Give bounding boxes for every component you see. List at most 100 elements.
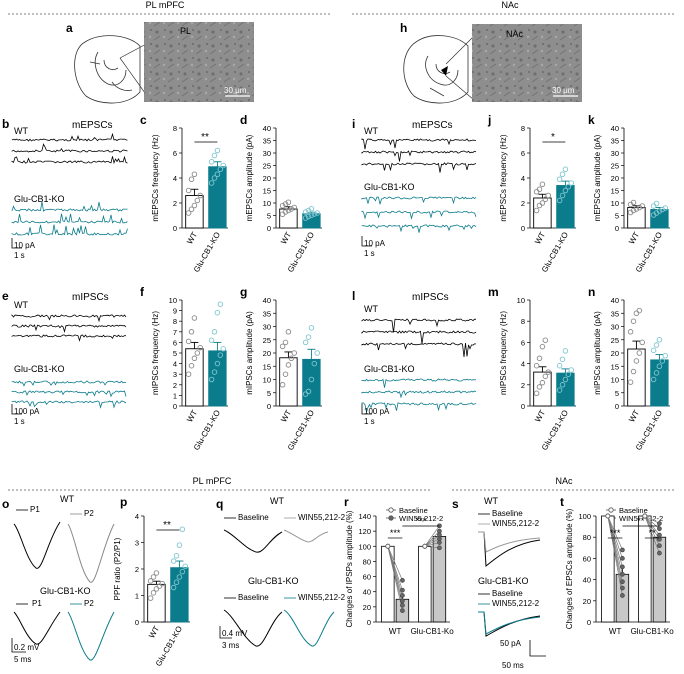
bar-g-1 <box>302 358 321 407</box>
y-tick-label-g-8: 40 <box>263 296 271 305</box>
point-p-1-7 <box>176 542 183 548</box>
point-n-1-2 <box>656 363 663 370</box>
y-tick-label-d-5: 25 <box>263 162 271 171</box>
pair-point-win-t-1-5 <box>657 521 662 526</box>
point-j-0-4 <box>545 192 551 199</box>
bar-r-0-0 <box>381 545 395 623</box>
point-g-0-1 <box>282 371 289 377</box>
point-n-1-6 <box>653 342 660 348</box>
o-trace-ko-p2 <box>67 611 115 661</box>
y-tick-label-r-5: 100 <box>358 542 371 551</box>
point-g-0-4 <box>291 350 297 356</box>
panel-letter-i: i <box>352 117 355 131</box>
point-f-0-1 <box>188 362 195 369</box>
y-tick-label-j-0: 0 <box>521 224 525 233</box>
point-d-0-7 <box>285 199 292 205</box>
point-p-1-8 <box>179 526 186 533</box>
pair-line-t-1-5 <box>644 515 660 524</box>
point-m-1-3 <box>565 371 572 377</box>
x-tick-label-t-0: WT <box>609 627 622 636</box>
y-axis-label-j: mEPSCs frequency (Hz) <box>499 134 508 221</box>
y-tick-label-r-6: 120 <box>358 527 371 536</box>
point-m-0-7 <box>539 343 546 350</box>
y-tick-label-g-3: 15 <box>263 362 271 371</box>
trace-title-e: mIPSCs <box>72 292 109 303</box>
trace-title-b: mEPSCs <box>72 120 113 131</box>
y-tick-label-k-6: 30 <box>611 149 619 158</box>
bar-t-1-1 <box>652 536 667 623</box>
pair-point-win-r-0-1 <box>400 602 405 608</box>
pair-point-win-r-1-2 <box>437 536 442 542</box>
s-label-wt: WT <box>484 496 498 506</box>
y-tick-label-g-6: 30 <box>263 323 271 332</box>
point-j-1-1 <box>559 192 566 199</box>
point-g-1-2 <box>308 376 315 383</box>
point-p-0-6 <box>150 574 157 580</box>
panel-letter-e: e <box>2 289 9 303</box>
pair-line-r-1-3 <box>424 534 440 547</box>
panel-letter-c: c <box>140 113 147 127</box>
point-f-0-4 <box>197 344 203 351</box>
y-tick-label-p-1: 1 <box>135 592 139 601</box>
y-tick-label-r-2: 40 <box>363 588 371 597</box>
tr-e-line-0 <box>11 380 127 387</box>
bar-r-1-0 <box>418 545 432 623</box>
x-tick-label-k-0: WT <box>627 230 641 245</box>
point-m-0-2 <box>539 379 546 386</box>
point-c-0-7 <box>191 171 198 177</box>
point-g-1-4 <box>314 350 320 356</box>
y-tick-label-k-1: 5 <box>615 212 619 221</box>
point-f-0-5 <box>185 338 192 345</box>
pair-point-base-t-1-5 <box>642 513 648 519</box>
y-tick-label-j-1: 2 <box>521 199 525 208</box>
y-tick-label-t-2: 40 <box>583 576 591 585</box>
scale-label-a: 30 μm <box>224 86 247 95</box>
point-j-1-2 <box>562 187 569 194</box>
point-j-1-4 <box>568 180 574 186</box>
y-tick-label-t-1: 20 <box>583 597 591 606</box>
s-legend-win-wt: WIN55,212-2 <box>492 519 540 528</box>
point-d-1-4 <box>314 210 320 216</box>
panel-letter-a: a <box>66 21 73 35</box>
pair-point-win-t-1-1 <box>657 543 662 549</box>
sig-label-p: ** <box>163 520 171 531</box>
y-tick-label-d-3: 15 <box>263 187 271 196</box>
point-j-1-6 <box>559 171 566 177</box>
panel-letter-m: m <box>488 285 499 299</box>
point-g-0-6 <box>282 339 289 346</box>
y-tick-label-m-1: 2 <box>521 381 525 390</box>
pair-point-win-t-0-1 <box>620 585 625 591</box>
point-p-0-1 <box>150 590 157 596</box>
legend-marker-t-0 <box>608 507 614 513</box>
pair-line-r-1-2 <box>424 538 440 547</box>
y-tick-label-f-8: 8 <box>173 317 177 326</box>
y-tick-label-f-10: 10 <box>169 296 177 305</box>
legend-marker-r-1 <box>388 515 394 521</box>
scale-label-s-i: 50 pA <box>500 639 522 648</box>
pair-line-t-1-2 <box>644 515 660 540</box>
y-tick-label-m-5: 10 <box>517 296 525 305</box>
pair-line-t-1-1 <box>644 515 660 546</box>
pair-line-r-1-5 <box>424 525 440 547</box>
s-label-ko: Glu-CB1-KO <box>478 576 529 586</box>
point-g-1-3 <box>311 360 318 367</box>
pair-point-win-r-1-1 <box>437 540 442 545</box>
point-p-1-5 <box>170 558 177 564</box>
section-title-bottom-left: PL mPFC <box>193 476 232 486</box>
point-n-0-2 <box>633 358 640 364</box>
sig-label-j: * <box>551 132 555 143</box>
point-g-1-5 <box>302 339 309 346</box>
chart-r: r 0 20 40 60 80 100 120 140 Changes of IPSPs ampl… <box>344 495 454 636</box>
point-m-0-4 <box>545 369 551 375</box>
tr-e-line-0 <box>11 314 127 323</box>
pair-point-win-r-0-4 <box>400 587 405 593</box>
tr-l-line-0 <box>361 378 477 388</box>
point-j-1-3 <box>565 183 572 190</box>
q-legend-baseline-wt: Baseline <box>238 513 269 522</box>
point-j-1-5 <box>556 176 563 182</box>
panel-letter-d: d <box>240 113 247 127</box>
panel-letter-r: r <box>344 495 349 509</box>
y-tick-label-k-4: 20 <box>611 174 619 183</box>
pair-point-win-t-0-3 <box>620 571 625 577</box>
